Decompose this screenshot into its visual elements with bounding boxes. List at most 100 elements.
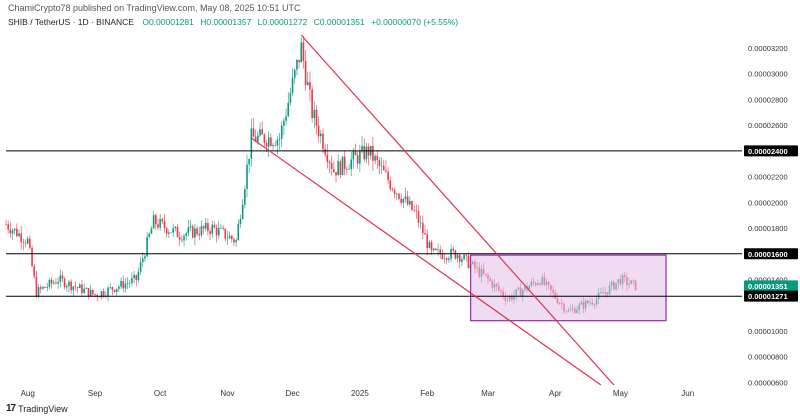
- candle-body: [372, 145, 374, 161]
- candle-body: [406, 196, 409, 205]
- candle-body: [239, 218, 242, 224]
- candle-body: [165, 228, 168, 234]
- time-tick-label: 2025: [351, 389, 369, 398]
- time-tick-label: Feb: [420, 389, 434, 398]
- candle-body: [44, 286, 46, 288]
- price-tick-label: 0.00002000: [748, 198, 788, 207]
- candle-body: [335, 171, 337, 176]
- candle-body: [428, 242, 431, 249]
- candle-body: [33, 266, 36, 277]
- candle-body: [409, 200, 411, 205]
- candle-body: [83, 288, 85, 294]
- candle-body: [13, 228, 16, 231]
- candle-body: [280, 125, 283, 139]
- candle-body: [113, 289, 116, 292]
- tradingview-logo-icon: 17: [6, 403, 16, 414]
- close-value: C0.00001351: [313, 17, 365, 27]
- time-tick-label: Apr: [549, 389, 562, 398]
- candle-body: [50, 279, 53, 284]
- candle-body: [213, 224, 216, 228]
- candle-body: [441, 254, 444, 259]
- candle-body: [172, 227, 174, 233]
- candle-body: [48, 279, 51, 287]
- price-tick-label: 0.00000800: [748, 353, 788, 362]
- candle-body: [267, 137, 270, 147]
- candle-body: [276, 139, 279, 146]
- candle-body: [107, 287, 109, 296]
- candle-body: [200, 226, 203, 236]
- candle-body: [250, 128, 253, 159]
- candle-body: [385, 170, 387, 172]
- candle-body: [465, 254, 468, 256]
- time-tick-label: Jun: [681, 389, 694, 398]
- price-axis[interactable]: 0.00003200 0.00003000 0.00002800 0.00002600…: [744, 44, 798, 387]
- candle-body: [168, 232, 170, 234]
- symbol-legend: SHIB / TetherUS · 1D · BINANCE O0.000012…: [8, 17, 458, 27]
- candle-body: [31, 247, 33, 267]
- candle-body: [109, 287, 112, 288]
- candle-body: [274, 144, 277, 146]
- candle-body: [296, 59, 298, 70]
- candle-body: [211, 224, 214, 234]
- candle-body: [100, 291, 103, 297]
- candle-body: [18, 233, 20, 237]
- candle-body: [298, 59, 300, 63]
- candle-body: [189, 226, 192, 228]
- candle-body: [411, 200, 413, 211]
- candle-body: [261, 129, 263, 135]
- candle-body: [287, 102, 290, 117]
- candle-body: [417, 210, 420, 223]
- time-tick-label: Mar: [481, 389, 495, 398]
- candle-body: [81, 284, 83, 294]
- candle-body: [131, 278, 133, 283]
- price-label-box: [744, 145, 798, 157]
- candle-body: [328, 161, 331, 164]
- candle-body: [241, 204, 244, 219]
- candle-body: [354, 151, 357, 156]
- symbol-name[interactable]: SHIB / TetherUS · 1D · BINANCE: [8, 17, 134, 27]
- candle-body: [422, 222, 424, 234]
- candle-body: [72, 286, 75, 291]
- candle-body: [439, 249, 442, 255]
- candle-body: [52, 282, 55, 284]
- candle-body: [224, 228, 227, 239]
- falling-wedge-line: [300, 34, 615, 386]
- price-tick-label: 0.00000600: [748, 378, 788, 387]
- publisher-line: ChamiCrypto78 published on TradingView.c…: [8, 3, 301, 13]
- price-tick-label: 0.00002400: [748, 147, 788, 156]
- price-tick-label: 0.00001351: [748, 282, 788, 291]
- candle-body: [76, 287, 79, 289]
- candle-body: [317, 125, 320, 137]
- candle-body: [437, 249, 439, 251]
- candle-body: [257, 135, 259, 142]
- candle-body: [92, 289, 94, 295]
- price-label-box: [744, 248, 798, 260]
- candle-body: [361, 145, 363, 152]
- candle-body: [26, 238, 29, 244]
- time-axis[interactable]: Aug Sep Oct Nov Dec 2025 Feb Mar Apr May Jun: [21, 389, 695, 398]
- candle-body: [244, 188, 246, 205]
- candle-body: [37, 287, 40, 297]
- candle-body: [102, 291, 105, 296]
- candle-body: [7, 224, 9, 230]
- candle-body: [152, 215, 155, 229]
- candle-body: [115, 288, 118, 292]
- candle-body: [263, 134, 266, 143]
- candle-body: [443, 258, 446, 259]
- candle-body: [65, 286, 68, 288]
- candle-body: [311, 89, 313, 118]
- candle-body: [68, 281, 70, 287]
- candle-body: [378, 160, 381, 166]
- candle-body: [452, 248, 455, 251]
- candle-body: [463, 254, 465, 260]
- time-tick-label: Oct: [154, 389, 167, 398]
- time-tick-label: Dec: [285, 389, 299, 398]
- candle-body: [285, 116, 287, 121]
- candle-body: [365, 146, 368, 160]
- time-tick-label: Sep: [88, 389, 103, 398]
- candle-body: [419, 222, 422, 224]
- candle-body: [254, 136, 257, 142]
- candle-body: [217, 228, 220, 236]
- candle-body: [341, 156, 344, 176]
